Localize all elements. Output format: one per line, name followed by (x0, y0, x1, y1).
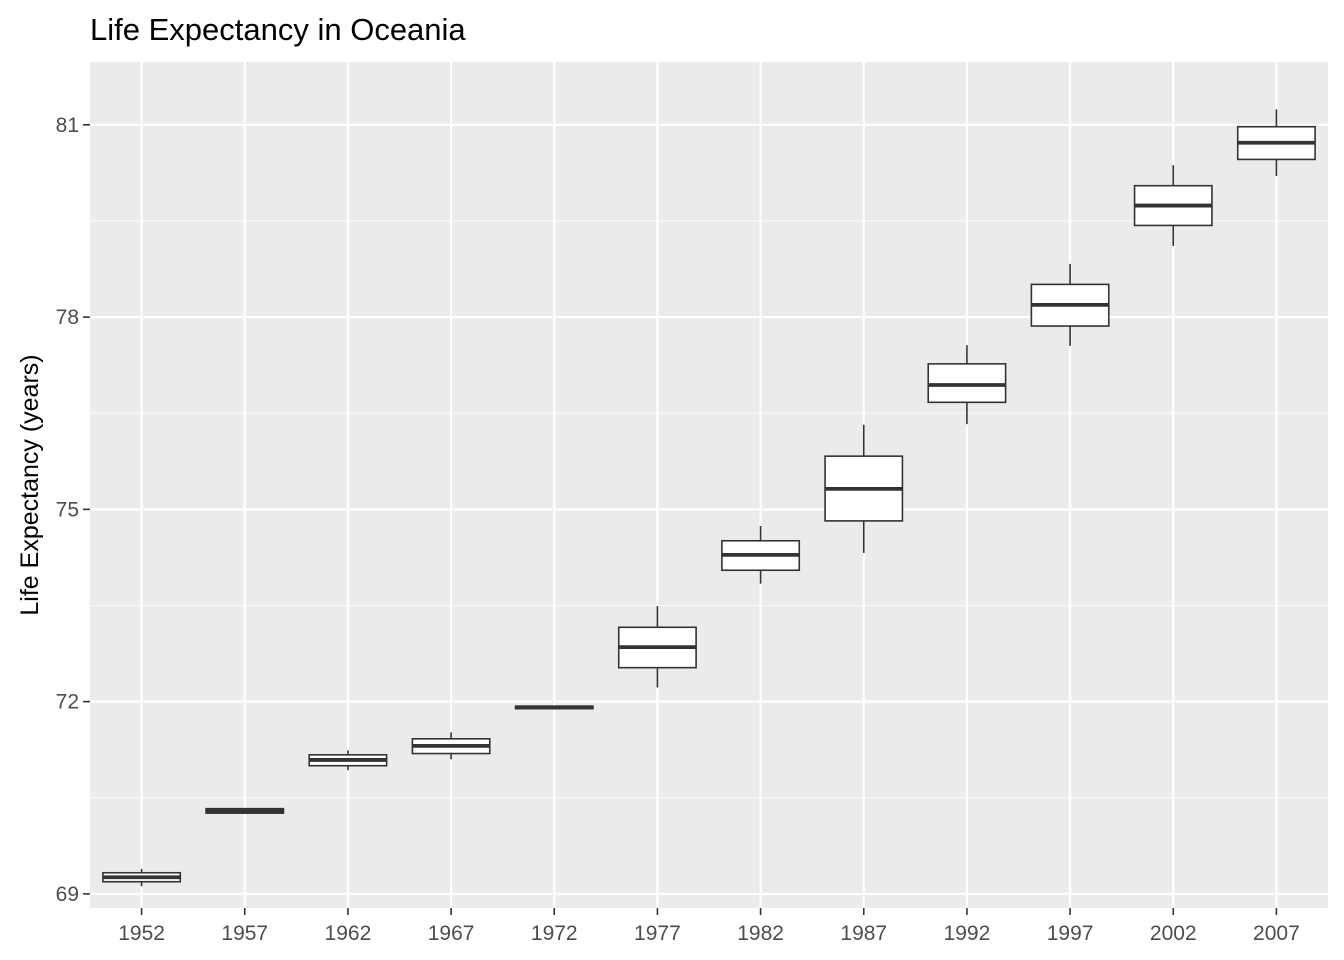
box-1972 (514, 705, 594, 710)
box-1952 (102, 868, 182, 887)
box-1992 (927, 345, 1007, 425)
y-axis-label: Life Expectancy (years) (16, 354, 44, 615)
y-tick-label: 75 (56, 498, 79, 521)
box-1982 (721, 526, 801, 584)
x-tick-label: 1987 (840, 922, 887, 945)
x-tick-label: 1977 (634, 922, 681, 945)
x-tick-label: 1997 (1047, 922, 1094, 945)
x-tick-label: 1982 (737, 922, 784, 945)
box-1967 (411, 732, 491, 760)
box-1957 (205, 807, 285, 814)
y-tick-label: 78 (56, 306, 79, 329)
box-2007 (1236, 109, 1316, 177)
box-iqr (927, 363, 1007, 404)
x-tick-label: 2007 (1253, 922, 1300, 945)
x-axis: 1952 1957 1962 1967 1972 1977 1982 1987 1992 1997… (118, 908, 1300, 945)
x-tick-label: 2002 (1150, 922, 1197, 945)
minor-gridlines (90, 220, 1328, 799)
y-tick-label: 72 (56, 691, 79, 714)
boxplot-series (102, 109, 1316, 887)
major-gridlines (90, 62, 1328, 908)
x-tick-label: 1972 (531, 922, 578, 945)
box-1997 (1030, 263, 1110, 346)
chart-title: Life Expectancy in Oceania (90, 12, 466, 47)
box-2002 (1133, 165, 1213, 246)
y-tick-label: 69 (56, 883, 79, 906)
y-axis: 69 72 75 78 81 (56, 114, 90, 906)
box-1962 (308, 750, 388, 771)
box-1977 (617, 606, 697, 688)
x-tick-label: 1957 (221, 922, 268, 945)
y-tick-label: 81 (56, 114, 79, 137)
x-tick-label: 1952 (118, 922, 165, 945)
x-tick-label: 1962 (325, 922, 372, 945)
box-1987 (824, 424, 904, 553)
plot-panel (90, 62, 1328, 908)
x-tick-label: 1967 (428, 922, 475, 945)
x-tick-label: 1992 (944, 922, 991, 945)
